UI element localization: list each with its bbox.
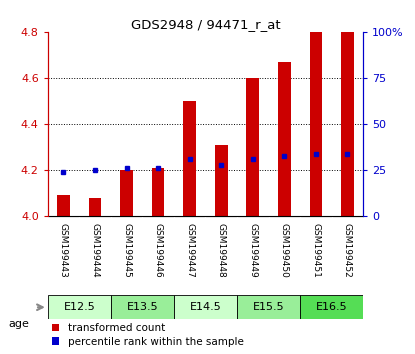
Text: GSM199451: GSM199451 [311, 223, 320, 278]
Text: GSM199448: GSM199448 [217, 223, 226, 277]
Bar [278, 62, 290, 216]
Text: E15.5: E15.5 [253, 302, 284, 312]
Text: E14.5: E14.5 [190, 302, 221, 312]
Text: GSM199445: GSM199445 [122, 223, 131, 277]
Bar [183, 101, 196, 216]
Text: GSM199449: GSM199449 [248, 223, 257, 277]
Bar [215, 145, 227, 216]
Bar [310, 32, 322, 216]
Bar [341, 32, 354, 216]
Bar [111, 295, 174, 319]
Bar [57, 195, 70, 216]
Bar [237, 295, 300, 319]
Bar [48, 295, 111, 319]
Bar [152, 168, 164, 216]
Text: GSM199447: GSM199447 [185, 223, 194, 277]
Bar [174, 295, 237, 319]
Text: E13.5: E13.5 [127, 302, 158, 312]
Text: GSM199452: GSM199452 [343, 223, 352, 277]
Legend: transformed count, percentile rank within the sample: transformed count, percentile rank withi… [48, 319, 248, 351]
Title: GDS2948 / 94471_r_at: GDS2948 / 94471_r_at [131, 18, 280, 31]
Bar [120, 170, 133, 216]
Bar [300, 295, 363, 319]
Text: GSM199446: GSM199446 [154, 223, 163, 277]
Text: E16.5: E16.5 [316, 302, 347, 312]
Text: GSM199443: GSM199443 [59, 223, 68, 277]
Text: GSM199444: GSM199444 [90, 223, 100, 277]
Bar [89, 198, 101, 216]
Text: GSM199450: GSM199450 [280, 223, 289, 278]
Bar [247, 78, 259, 216]
Text: E12.5: E12.5 [63, 302, 95, 312]
Text: age: age [8, 319, 29, 329]
